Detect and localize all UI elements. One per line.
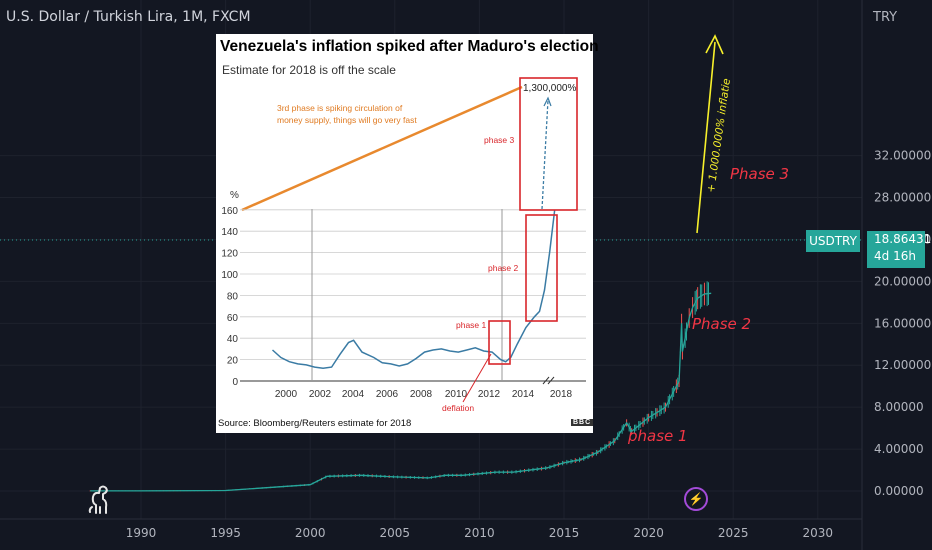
price-tick-label: 12.00000: [874, 358, 931, 372]
time-tick-label: 2020: [633, 526, 664, 540]
inset-y-tick: 160: [221, 206, 238, 217]
inset-unit-label: %: [230, 190, 239, 201]
price-axis-ticks: 32.0000028.0000024.0000020.0000016.00000…: [874, 149, 931, 498]
axis-break-1: [542, 376, 550, 385]
inset-x-tick: 2006: [376, 389, 399, 400]
inset-x-tick: 2012: [478, 389, 501, 400]
phase-1-box: [488, 320, 511, 365]
inset-estimate-line: [541, 99, 549, 210]
currency-label: TRY: [873, 10, 898, 25]
inset-y-tick: 20: [227, 356, 239, 367]
time-axis-ticks: 1990 1995 2000 2005 2010 2015 2020 2025 2030: [126, 526, 833, 540]
price-tick-label: 28.00000: [874, 191, 931, 205]
price-tick-label: 32.00000: [874, 149, 931, 163]
inset-brand-logo: BBC: [571, 419, 594, 426]
price-tick-label: 20.00000: [874, 274, 931, 288]
inset-x-tick: 2008: [410, 389, 433, 400]
time-tick-label: 2005: [380, 526, 411, 540]
inset-x-tick: 2002: [309, 389, 332, 400]
time-tick-label: 2015: [549, 526, 580, 540]
inset-x-tick: 2010: [445, 389, 468, 400]
inflation-arrow: [696, 34, 724, 234]
bar-countdown: 4d 16h: [874, 249, 916, 263]
lightning-icon[interactable]: ⚡: [684, 487, 708, 511]
deflation-pointer: [462, 353, 492, 403]
inset-x-tick: 2004: [342, 389, 365, 400]
inset-chart-image: Venezuela's inflation spiked after Madur…: [216, 34, 599, 433]
inset-orange-line: [241, 85, 523, 212]
inset-grid: [240, 209, 586, 382]
inset-y-tick: 120: [221, 249, 238, 260]
price-tick-label: 4.00000: [874, 442, 924, 456]
price-tick-label: 16.00000: [874, 316, 931, 330]
inset-x-ticks: 2000 2002 2004 2006 2008 2010 2012 2014 2018: [275, 389, 573, 400]
time-tick-label: 2000: [295, 526, 326, 540]
time-tick-label: 1990: [126, 526, 157, 540]
inset-y-tick: 40: [227, 334, 239, 345]
inset-y-ticks: 0 20 40 60 80 100 120 140 160: [221, 206, 238, 388]
phase-2-label: Phase 2: [692, 315, 751, 333]
time-tick-label: 1995: [210, 526, 241, 540]
inset-subtitle: Estimate for 2018 is off the scale: [222, 63, 396, 77]
inset-x-tick: 2014: [512, 389, 535, 400]
symbol-title[interactable]: U.S. Dollar / Turkish Lira, 1M, FXCM: [6, 9, 251, 25]
price-series-line: [90, 292, 712, 492]
axis-break-2: [547, 376, 555, 385]
inset-annotation: 3rd phase is spiking circulation of mone…: [277, 103, 417, 125]
inset-phase-1: phase 1: [456, 320, 487, 330]
price-tick-label: 0.00000: [874, 484, 924, 498]
phase-1-label: phase 1: [627, 427, 688, 445]
inset-inflation-line: [272, 209, 556, 369]
inset-estimate-arrowhead: [543, 96, 552, 107]
inset-y-tick: 60: [227, 313, 239, 324]
inset-title: Venezuela's inflation spiked after Madur…: [220, 38, 599, 55]
inset-source: Source: Bloomberg/Reuters estimate for 2…: [218, 418, 412, 429]
inset-deflation: deflation: [442, 403, 474, 413]
inset-phase-3: phase 3: [484, 135, 515, 145]
inset-y-tick: 80: [227, 291, 239, 302]
time-tick-label: 2010: [464, 526, 495, 540]
inset-y-tick: 100: [221, 270, 238, 281]
last-price-value: 18.86431: [874, 232, 932, 246]
ticker-badge: USDTRY: [806, 230, 860, 252]
time-tick-label: 2030: [803, 526, 834, 540]
phase-2-box: [525, 214, 558, 322]
inset-phase-2: phase 2: [488, 263, 519, 273]
phase-3-box: [519, 77, 578, 211]
time-tick-label: 2025: [718, 526, 749, 540]
dinosaur-icon[interactable]: [88, 485, 114, 515]
inset-big-value: 1,300,000%: [523, 83, 576, 94]
last-price-label: 18.86431 4d 16h: [867, 231, 932, 268]
phase-3-label: Phase 3: [730, 165, 789, 183]
inset-x-tick: 2018: [550, 389, 573, 400]
price-tick-label: 8.00000: [874, 400, 924, 414]
inset-y-tick: 140: [221, 227, 238, 238]
inset-x-tick: 2000: [275, 389, 298, 400]
inset-y-tick: 0: [232, 377, 238, 388]
